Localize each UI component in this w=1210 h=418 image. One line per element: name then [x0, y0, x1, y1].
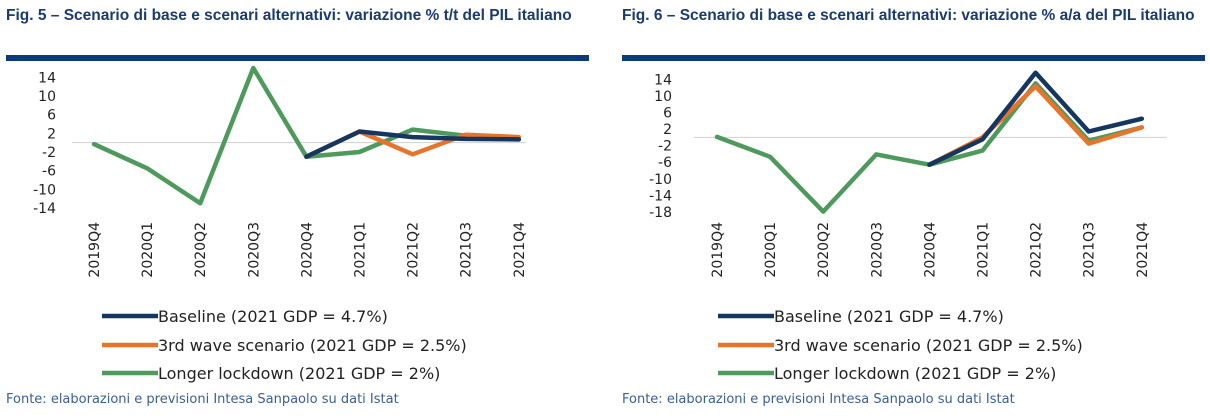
y-tick-label: 2: [663, 122, 672, 138]
legend-label: 3rd wave scenario (2021 GDP = 2.5%): [774, 336, 1083, 355]
y-tick-label: 10: [38, 89, 56, 105]
y-tick-label: 6: [663, 105, 672, 121]
title-rule: [6, 55, 589, 61]
y-tick-label: -18: [649, 205, 672, 221]
y-tick-label: -2: [42, 145, 56, 161]
series-line: [304, 129, 522, 159]
x-tick-label: 2020Q3: [869, 222, 885, 278]
x-tick-label: 2021Q3: [1082, 222, 1098, 278]
y-tick-label: -6: [42, 164, 56, 180]
x-tick-label: 2021Q4: [512, 222, 528, 278]
x-tick-label: 2021Q1: [976, 222, 992, 278]
x-tick-label: 2020Q2: [816, 222, 832, 278]
x-tick-label: 2021Q2: [1029, 222, 1045, 278]
legend-label: Baseline (2021 GDP = 4.7%): [774, 307, 1004, 326]
chart-title: Fig. 5 – Scenario di base e scenari alte…: [6, 7, 572, 24]
y-tick-label: -10: [33, 182, 56, 198]
title-rule: [622, 55, 1205, 61]
x-tick-label: 2021Q3: [459, 222, 475, 278]
y-tick-label: -6: [658, 155, 672, 171]
x-tick-label: 2021Q1: [353, 222, 369, 278]
x-tick-label: 2020Q4: [299, 222, 315, 278]
y-tick-label: 6: [47, 108, 56, 124]
line-chart: 14 10 6 2 -2 -6 -10 -14 2019Q4 2020Q1 2020Q2 2020Q3…: [33, 65, 528, 383]
legend-label: Longer lockdown (2021 GDP = 2%): [774, 364, 1056, 383]
x-tick-label: 2021Q2: [406, 222, 422, 278]
y-tick-label: 2: [47, 126, 56, 142]
x-tick-label: 2020Q3: [246, 222, 262, 278]
source-note: Fonte: elaborazioni e previsioni Intesa …: [6, 392, 399, 407]
chart-title: Fig. 6 – Scenario di base e scenari alte…: [622, 7, 1195, 24]
x-tick-label: 2021Q4: [1135, 222, 1151, 278]
legend-label: Baseline (2021 GDP = 4.7%): [158, 307, 388, 326]
x-tick-label: 2020Q4: [922, 222, 938, 278]
y-tick-label: 14: [38, 70, 56, 86]
y-tick-label: 14: [654, 72, 672, 88]
x-tick-label: 2019Q4: [710, 222, 726, 278]
figure-6: Fig. 6 – Scenario di base e scenari alte…: [622, 0, 1205, 418]
x-tick-label: 2020Q2: [193, 222, 209, 278]
y-tick-label: -14: [649, 188, 672, 204]
x-tick-label: 2019Q4: [87, 222, 103, 278]
legend-label: Longer lockdown (2021 GDP = 2%): [158, 364, 440, 383]
series-line: [91, 65, 522, 206]
legend-label: 3rd wave scenario (2021 GDP = 2.5%): [158, 336, 467, 355]
figure-5: Fig. 5 – Scenario di base e scenari alte…: [6, 0, 589, 418]
y-tick-label: -2: [658, 139, 672, 155]
source-note: Fonte: elaborazioni e previsioni Intesa …: [622, 392, 1015, 407]
y-tick-label: -10: [649, 172, 672, 188]
x-tick-label: 2020Q1: [763, 222, 779, 278]
y-tick-label: 10: [654, 89, 672, 105]
x-tick-label: 2020Q1: [140, 222, 156, 278]
series-line: [927, 70, 1145, 167]
series-line: [714, 81, 1145, 214]
y-tick-label: -14: [33, 201, 56, 217]
